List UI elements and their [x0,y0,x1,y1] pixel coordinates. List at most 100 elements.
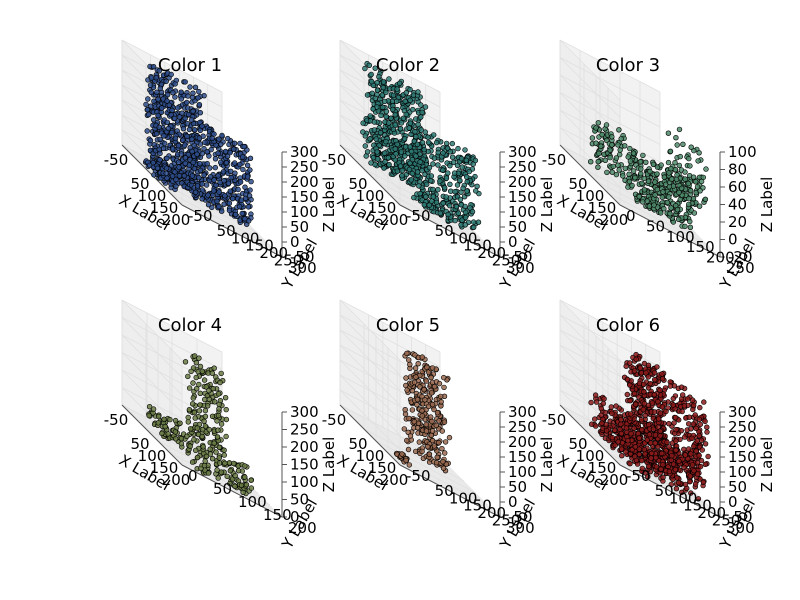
data-point [192,127,198,133]
data-point [216,444,223,450]
data-point [623,363,629,369]
data-point [377,130,384,136]
data-point [192,84,199,91]
z-tick-label: 0 [508,493,518,511]
data-point [671,420,677,426]
x-tick-label: -50 [322,411,347,429]
data-point [666,421,672,427]
data-point [223,160,230,166]
data-point [413,374,419,380]
data-point [411,419,417,425]
axis-line-y [619,464,721,518]
data-point [670,461,677,467]
z-tick-label: 60 [728,178,747,196]
data-point [235,186,241,193]
data-point [383,89,389,96]
data-point [202,413,209,420]
data-point [169,129,175,136]
x-tick-label: 200 [162,471,191,489]
data-point [705,453,711,460]
data-point [685,421,692,427]
data-point [196,408,203,414]
data-point [410,92,417,98]
y-tick-label: 0 [188,467,198,485]
data-point [457,177,463,184]
data-point [166,102,173,108]
x-tick-label: 150 [150,459,179,477]
data-point [440,458,446,465]
data-point [449,140,455,147]
axis-line-y [619,204,721,258]
data-point [393,151,399,157]
data-point [622,165,628,172]
y-tick-label: -50 [406,207,431,225]
data-point [215,475,221,481]
z-tick-label: 100 [290,473,319,491]
data-point [639,457,645,464]
data-point [647,168,653,175]
data-point [242,195,249,202]
data-point [472,157,479,164]
data-point [399,172,405,179]
data-point [194,425,201,431]
data-point [701,399,707,405]
scatter-series [588,351,711,502]
data-point [609,434,615,441]
data-point [157,157,163,163]
subplot-title: Color 1 [158,55,222,76]
data-point [207,446,213,452]
data-point [678,384,685,390]
data-point [187,443,193,449]
data-point [419,413,425,419]
data-point [632,444,639,450]
z-axis-label: Z Label [538,177,556,233]
data-point [241,143,247,150]
data-point [687,224,694,231]
data-point [674,207,681,213]
data-point [165,125,172,132]
data-point [688,426,694,432]
data-point [433,422,439,429]
data-point [374,87,381,93]
data-point [691,210,698,216]
data-point [196,175,202,181]
data-point [144,128,150,134]
data-point [148,75,155,81]
data-point [145,96,151,102]
data-point [205,470,212,476]
data-point [431,406,437,413]
z-tick-label: 0 [290,233,300,251]
data-point [686,195,692,202]
data-point [651,392,657,398]
data-point [699,447,705,453]
z-tick-label: 300 [290,403,319,421]
data-point [417,384,423,390]
data-point [177,420,183,426]
data-point [432,383,438,390]
data-point [157,85,164,92]
z-tick-label: 50 [508,218,527,236]
data-point [193,360,200,366]
z-tick-label: 250 [508,418,537,436]
z-tick-label: 100 [290,203,319,221]
data-point [636,446,642,452]
data-point [452,217,458,224]
data-point [227,149,233,156]
data-point [189,136,195,143]
data-point [447,202,453,209]
axis-line-x [339,404,401,466]
data-point [673,135,679,141]
data-point [368,71,374,78]
data-point [404,350,410,357]
data-point [143,101,149,108]
axis-line-y [181,204,283,258]
z-tick-label: 100 [508,463,537,481]
data-point [658,466,664,472]
data-point [681,446,687,452]
data-point [645,474,651,480]
data-point [632,174,638,181]
data-point [598,143,604,149]
z-tick-label: 300 [728,403,757,421]
data-point [616,127,622,133]
axis-line-y [399,464,501,518]
